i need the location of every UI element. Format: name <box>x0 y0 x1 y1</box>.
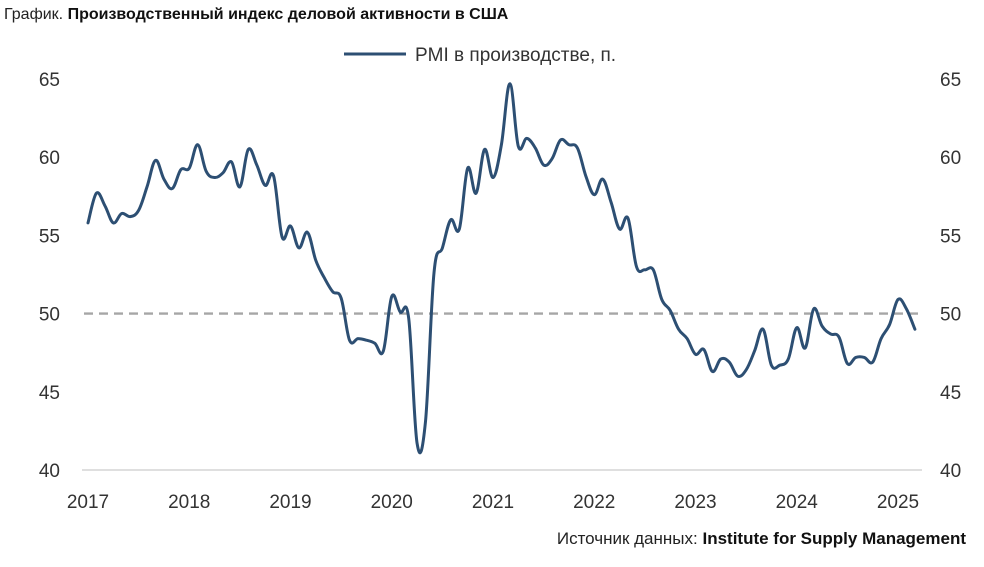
chart-title: Производственный индекс деловой активнос… <box>67 6 509 23</box>
x-tick-label: 2019 <box>269 492 311 513</box>
y-tick-label-right: 45 <box>940 383 961 404</box>
y-tick-label-left: 60 <box>39 148 60 169</box>
y-axis-right: 40 45 50 55 60 65 <box>940 70 961 482</box>
y-tick-label-right: 40 <box>940 461 961 482</box>
chart-title-prefix: График. <box>4 6 64 23</box>
pmi-series-line <box>86 82 917 455</box>
x-tick-label: 2020 <box>371 492 413 513</box>
legend-label: PMI в производстве, п. <box>415 45 616 66</box>
y-tick-label-right: 50 <box>940 305 961 326</box>
x-tick-label: 2025 <box>877 492 919 513</box>
x-axis-ticks: 2017 2018 2019 2020 2021 2022 2023 2024 2025 <box>67 492 919 513</box>
x-tick-label: 2021 <box>472 492 514 513</box>
y-axis-left: 40 45 50 55 60 65 <box>39 70 60 482</box>
x-tick-label: 2022 <box>573 492 615 513</box>
x-tick-label: 2023 <box>674 492 716 513</box>
y-tick-label-right: 60 <box>940 148 961 169</box>
chart-title-line: График. Производственный индекс деловой … <box>4 6 508 24</box>
y-tick-label-left: 50 <box>39 305 60 326</box>
y-tick-label-right: 55 <box>940 226 961 247</box>
y-tick-label-left: 45 <box>39 383 60 404</box>
x-tick-label: 2024 <box>776 492 819 513</box>
source-label: Источник данных: <box>556 529 698 548</box>
x-tick-label: 2017 <box>67 492 109 513</box>
y-tick-label-left: 40 <box>39 461 60 482</box>
x-tick-label: 2018 <box>168 492 210 513</box>
legend: PMI в производстве, п. <box>344 45 616 66</box>
y-tick-label-left: 55 <box>39 226 60 247</box>
y-tick-label-right: 65 <box>940 70 961 91</box>
series-points <box>87 83 915 444</box>
y-tick-label-left: 65 <box>39 70 60 91</box>
source-name: Institute for Supply Management <box>702 529 966 548</box>
source-note: Источник данных: Institute for Supply Ma… <box>557 529 966 549</box>
